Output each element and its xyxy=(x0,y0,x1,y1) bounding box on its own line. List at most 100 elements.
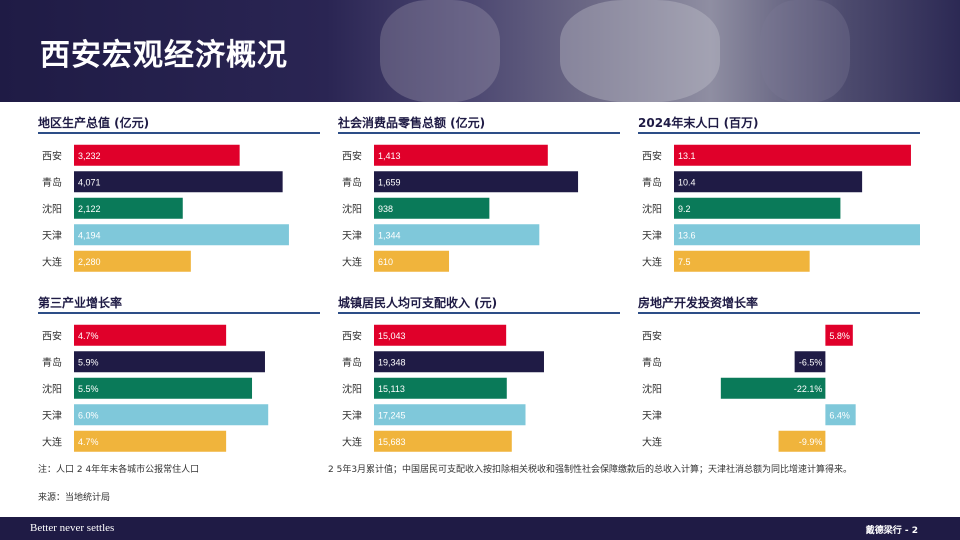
data-label: 15,043 xyxy=(378,331,406,341)
category-label: 沈阳 xyxy=(42,382,62,395)
category-label: 青岛 xyxy=(42,176,62,189)
bar xyxy=(74,324,227,346)
category-label: 大连 xyxy=(642,435,662,448)
bar xyxy=(74,404,269,426)
category-label: 天津 xyxy=(342,410,362,422)
banner-photo-blur xyxy=(560,0,720,102)
bar xyxy=(374,404,526,426)
data-label: -22.1% xyxy=(794,384,823,394)
bar xyxy=(374,430,512,452)
category-label: 沈阳 xyxy=(342,202,362,215)
bar xyxy=(674,197,841,219)
bar xyxy=(778,430,826,452)
title-rule xyxy=(38,312,320,314)
bar xyxy=(374,197,490,219)
category-label: 青岛 xyxy=(642,176,662,189)
chart-title: 城镇居民人均可支配收入 (元) xyxy=(338,296,498,310)
bar xyxy=(74,351,265,373)
bar xyxy=(825,324,853,346)
bar xyxy=(374,377,507,399)
category-label: 大连 xyxy=(642,255,662,268)
data-label: 7.5 xyxy=(678,257,691,267)
chart-panel-retail: 社会消费品零售总额 (亿元) 西安 1,413 青岛 1,659 沈阳 938 天津 1,34… xyxy=(338,114,620,274)
data-label: 13.6 xyxy=(678,230,696,240)
bar xyxy=(374,171,579,193)
data-label: 2,280 xyxy=(78,257,101,267)
bar xyxy=(74,377,253,399)
title-rule xyxy=(338,132,620,134)
bar-chart-population: 西安 13.1 青岛 10.4 沈阳 9.2 天津 13.6 大连 7.5 xyxy=(642,144,920,272)
chart-panel-gdp: 地区生产总值 (亿元) 西安 3,232 青岛 4,071 沈阳 2,122 天津 4,194… xyxy=(38,114,320,274)
chart-title: 第三产业增长率 xyxy=(38,296,123,310)
data-label: 17,245 xyxy=(378,410,406,420)
bar-chart-tertiary: 西安 4.7% 青岛 5.9% 沈阳 5.5% 天津 6.0% 大连 4.7% xyxy=(42,324,269,452)
bar xyxy=(825,404,856,426)
category-label: 西安 xyxy=(42,329,62,342)
title-rule xyxy=(638,132,920,134)
bar xyxy=(74,430,227,452)
bar xyxy=(74,171,283,193)
data-label: 13.1 xyxy=(678,151,696,161)
category-label: 大连 xyxy=(42,255,62,268)
bar-chart-income: 西安 15,043 青岛 19,348 沈阳 15,113 天津 17,245 大连 15,683 xyxy=(342,324,544,452)
data-label: 5.9% xyxy=(78,357,99,367)
data-label: 15,113 xyxy=(378,384,405,394)
bar xyxy=(674,224,920,246)
category-label: 沈阳 xyxy=(42,202,62,215)
category-label: 大连 xyxy=(342,435,362,448)
page-title: 西安宏观经济概况 xyxy=(40,38,288,73)
bar-chart-retail: 西安 1,413 青岛 1,659 沈阳 938 天津 1,344 大连 610 xyxy=(342,144,579,272)
bar xyxy=(374,351,544,373)
data-label: 19,348 xyxy=(378,357,406,367)
footer-bar: Better never settles 戴德梁行 - 2 xyxy=(0,517,960,540)
bar xyxy=(74,144,240,166)
footnote-right: 2 5年3月累计值；中国居民可支配收入按扣除相关税收和强制性社会保障缴款后的总收… xyxy=(328,465,853,475)
source-note: 来源：当地统计局 xyxy=(38,493,111,503)
category-label: 天津 xyxy=(42,410,62,422)
category-label: 沈阳 xyxy=(642,382,662,395)
data-label: 1,413 xyxy=(378,151,401,161)
chart-panel-income: 城镇居民人均可支配收入 (元) 西安 15,043 青岛 19,348 沈阳 15,113… xyxy=(338,294,620,454)
banner-photo-blur xyxy=(380,0,500,102)
data-label: 10.4 xyxy=(678,177,696,187)
bar xyxy=(674,250,810,272)
category-label: 青岛 xyxy=(42,356,62,369)
category-label: 天津 xyxy=(342,230,362,242)
data-label: 6.0% xyxy=(78,410,99,420)
bar xyxy=(720,377,826,399)
chart-panel-realestate: 房地产开发投资增长率 西安 5.8% 青岛 -6.5% 沈阳 -22.1% 天津 6.4% 大连… xyxy=(638,294,920,454)
data-label: 6.4% xyxy=(829,410,850,420)
bar xyxy=(374,224,540,246)
title-rule xyxy=(338,312,620,314)
bar xyxy=(674,171,863,193)
category-label: 西安 xyxy=(642,329,662,342)
category-label: 大连 xyxy=(42,435,62,448)
bar xyxy=(374,324,507,346)
data-label: 4.7% xyxy=(78,331,99,341)
category-label: 西安 xyxy=(42,149,62,162)
data-label: 4,071 xyxy=(78,177,101,187)
title-rule xyxy=(38,132,320,134)
bar xyxy=(74,197,183,219)
chart-title: 房地产开发投资增长率 xyxy=(638,296,759,310)
data-label: 610 xyxy=(378,257,393,267)
category-label: 青岛 xyxy=(342,356,362,369)
bar-chart-gdp: 西安 3,232 青岛 4,071 沈阳 2,122 天津 4,194 大连 2,280 xyxy=(42,144,289,272)
chart-panel-population: 2024年末人口 (百万) 西安 13.1 青岛 10.4 沈阳 9.2 天津 13.6 大连 7… xyxy=(638,114,920,274)
chart-title: 地区生产总值 (亿元) xyxy=(38,116,150,130)
chart-title: 2024年末人口 (百万) xyxy=(638,116,759,130)
footnote-left: 注：人口 2 4年年末各城市公报常住人口 xyxy=(38,465,200,475)
data-label: 3,232 xyxy=(78,151,101,161)
data-label: 1,659 xyxy=(378,177,401,187)
data-label: 5.8% xyxy=(829,331,850,341)
data-label: 15,683 xyxy=(378,437,406,447)
category-label: 天津 xyxy=(42,230,62,242)
data-label: 4,194 xyxy=(78,230,101,240)
title-rule xyxy=(638,312,920,314)
category-label: 西安 xyxy=(642,149,662,162)
data-label: 4.7% xyxy=(78,437,99,447)
category-label: 青岛 xyxy=(342,176,362,189)
bar xyxy=(374,250,450,272)
bar xyxy=(74,224,289,246)
category-label: 西安 xyxy=(342,149,362,162)
